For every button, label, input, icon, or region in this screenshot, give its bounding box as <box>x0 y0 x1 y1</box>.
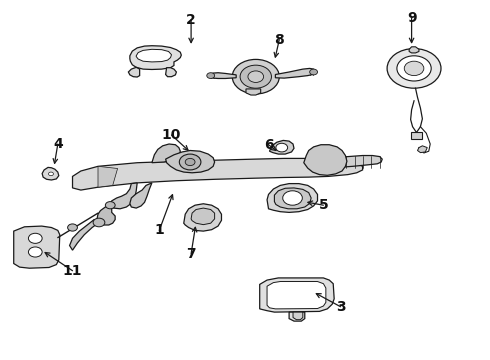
Polygon shape <box>235 64 275 89</box>
Circle shape <box>185 158 195 166</box>
Circle shape <box>387 49 441 88</box>
Polygon shape <box>409 47 419 53</box>
Circle shape <box>28 247 42 257</box>
Circle shape <box>404 61 424 76</box>
Polygon shape <box>293 312 303 320</box>
Circle shape <box>397 56 431 81</box>
Text: 9: 9 <box>407 11 416 25</box>
Circle shape <box>179 154 201 170</box>
Polygon shape <box>166 150 215 173</box>
Circle shape <box>68 224 77 231</box>
Circle shape <box>105 202 115 209</box>
Text: 8: 8 <box>274 33 284 46</box>
Circle shape <box>28 233 42 243</box>
Polygon shape <box>42 167 59 180</box>
Polygon shape <box>70 220 99 250</box>
Text: 4: 4 <box>53 137 63 151</box>
Text: 10: 10 <box>162 128 181 142</box>
Circle shape <box>49 172 53 176</box>
Circle shape <box>276 143 288 152</box>
Polygon shape <box>411 132 422 139</box>
Polygon shape <box>97 205 115 225</box>
Polygon shape <box>417 146 427 153</box>
Polygon shape <box>270 140 294 154</box>
Polygon shape <box>128 67 140 77</box>
Polygon shape <box>14 226 60 268</box>
Polygon shape <box>152 144 180 163</box>
Polygon shape <box>267 184 318 212</box>
Circle shape <box>283 191 302 205</box>
Polygon shape <box>184 204 221 231</box>
Polygon shape <box>110 183 137 209</box>
Polygon shape <box>191 208 215 225</box>
Polygon shape <box>316 156 382 168</box>
Circle shape <box>248 71 264 82</box>
Circle shape <box>207 73 215 78</box>
Text: 6: 6 <box>264 138 273 152</box>
Polygon shape <box>274 188 311 209</box>
Text: 5: 5 <box>318 198 328 212</box>
Text: 7: 7 <box>186 247 196 261</box>
Polygon shape <box>130 183 152 208</box>
Polygon shape <box>260 278 334 312</box>
Circle shape <box>93 218 105 227</box>
Polygon shape <box>166 68 176 77</box>
Text: 1: 1 <box>154 224 164 237</box>
Polygon shape <box>304 145 347 175</box>
Polygon shape <box>267 282 326 309</box>
Text: 11: 11 <box>63 264 82 278</box>
Polygon shape <box>275 68 315 78</box>
Polygon shape <box>210 73 236 78</box>
Polygon shape <box>246 89 261 95</box>
Text: 3: 3 <box>336 300 345 314</box>
Polygon shape <box>73 158 363 190</box>
Polygon shape <box>98 166 118 187</box>
Circle shape <box>240 65 271 88</box>
Circle shape <box>232 59 279 94</box>
Polygon shape <box>136 49 171 62</box>
Circle shape <box>310 69 318 75</box>
Text: 2: 2 <box>186 13 196 27</box>
Polygon shape <box>289 312 305 321</box>
Polygon shape <box>130 46 181 69</box>
